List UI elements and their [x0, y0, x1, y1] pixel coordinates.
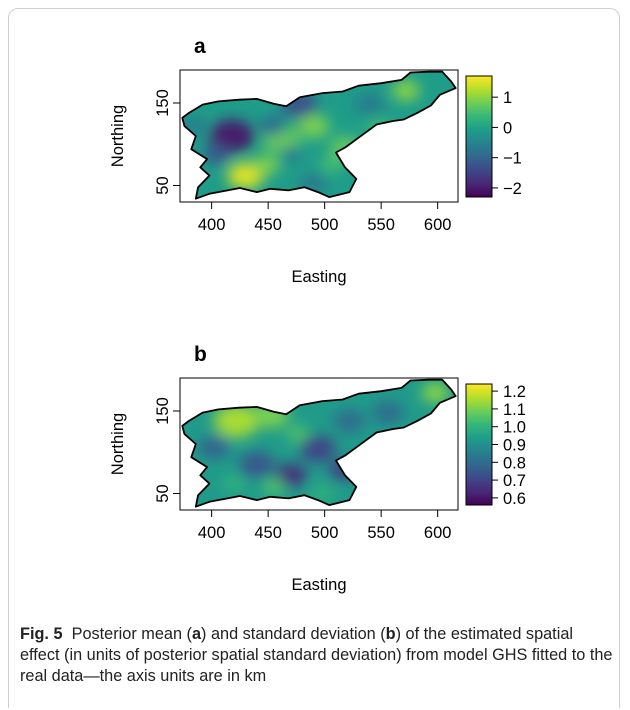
caption-text-2: ) and standard deviation ( — [201, 625, 386, 643]
colorbar — [465, 75, 493, 198]
map-field-blob — [222, 475, 246, 492]
caption-text-1: Posterior mean ( — [71, 625, 192, 643]
figure-frame — [8, 8, 620, 708]
x-tick-label: 550 — [367, 216, 395, 234]
y-tick-label: 50 — [154, 176, 172, 194]
caption-text-3: ) of the estimated spatial effect (in un… — [20, 625, 613, 685]
map-outline — [181, 70, 457, 200]
y-tick-label: 150 — [154, 397, 172, 425]
colorbar-tick-label: 0.6 — [503, 490, 526, 508]
colorbar-tick-label: 0.9 — [503, 437, 526, 455]
x-tick-label: 500 — [311, 524, 339, 542]
colorbar — [465, 383, 493, 506]
y-tick-label: 50 — [154, 484, 172, 502]
map-field-blob — [392, 80, 420, 101]
x-tick-label: 450 — [254, 524, 282, 542]
map-field-blob — [421, 382, 449, 403]
map-surface — [182, 71, 456, 199]
x-tick-label: 500 — [311, 216, 339, 234]
y-tick-label: 150 — [154, 89, 172, 117]
map-field-blob — [252, 154, 280, 175]
map-field-blob — [262, 478, 286, 496]
map-field-blob — [297, 114, 330, 138]
map-field-blob — [252, 401, 289, 429]
colorbar-tick-label: 1.1 — [503, 401, 526, 419]
map-field-blob — [274, 463, 307, 487]
x-tick-label: 450 — [254, 216, 282, 234]
figure-caption: Fig. 5 Posterior mean (a) and standard d… — [20, 624, 615, 687]
map-field-blob — [209, 119, 255, 153]
colorbar-tick-label: 1 — [503, 89, 512, 107]
colorbar-tick-label: 0.7 — [503, 472, 526, 490]
colorbar-tick-label: 1.2 — [503, 383, 526, 401]
map-field-blob — [354, 93, 386, 117]
caption-ref-b: b — [385, 625, 396, 643]
map-field-blob — [320, 155, 343, 173]
map-field-blob — [372, 401, 404, 425]
caption-label: Fig. 5 — [20, 625, 63, 643]
colorbar-tick-label: −1 — [503, 150, 522, 168]
x-tick-label: 600 — [424, 216, 452, 234]
panel-label: b — [194, 343, 207, 366]
map-field-blob — [333, 409, 366, 433]
map-field-blob — [299, 435, 336, 463]
colorbar-tick-label: 0.8 — [503, 454, 526, 472]
x-tick-label: 400 — [198, 216, 226, 234]
x-tick-label: 550 — [367, 524, 395, 542]
plot-frame — [179, 377, 459, 511]
map-field-blob — [365, 117, 393, 138]
map-surface — [182, 379, 456, 507]
map-field-blob — [279, 145, 303, 163]
map-field-blob — [213, 404, 260, 438]
panel-a-chart: a 400 450 500 550 600 50 150 Easting Northing 1 0 −1… — [109, 35, 522, 286]
map-outline — [181, 378, 457, 508]
colorbar-tick-label: 0 — [503, 119, 512, 137]
x-tick-label: 400 — [198, 524, 226, 542]
caption-ref-a: a — [191, 625, 202, 643]
plot-frame — [179, 69, 459, 203]
x-tick-label: 600 — [424, 524, 452, 542]
x-axis-title: Easting — [291, 268, 346, 286]
colorbar-tick-label: −2 — [503, 180, 522, 198]
panel-label: a — [194, 35, 206, 58]
colorbar-tick-label: 1.0 — [503, 419, 526, 437]
map-field-blob — [259, 116, 287, 137]
y-axis-title: Northing — [109, 413, 127, 475]
map-field-blob — [198, 435, 230, 459]
map-field-blob — [286, 425, 309, 443]
x-axis-title: Easting — [291, 576, 346, 594]
map-field-blob — [238, 451, 275, 478]
y-axis-title: Northing — [109, 105, 127, 167]
map-field-blob — [311, 485, 334, 502]
map-field-blob — [202, 144, 230, 165]
